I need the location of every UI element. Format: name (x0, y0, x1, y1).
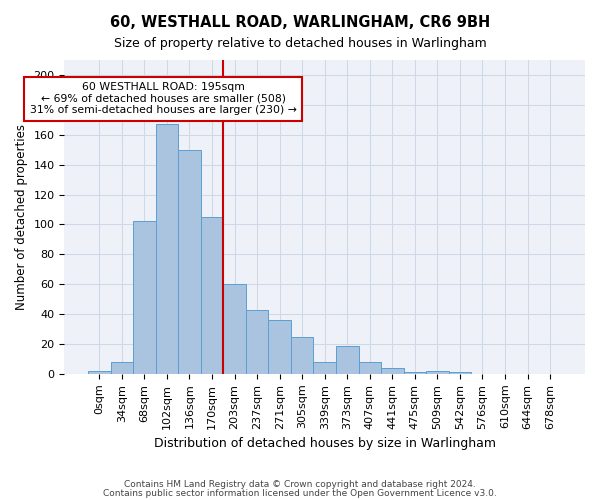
Text: Contains public sector information licensed under the Open Government Licence v3: Contains public sector information licen… (103, 488, 497, 498)
Bar (404, 372, 426, 374)
X-axis label: Distribution of detached houses by size in Warlingham: Distribution of detached houses by size … (154, 437, 496, 450)
Bar (155, 124, 178, 374)
Bar (110, 362, 133, 374)
Bar (426, 371, 449, 374)
Bar (178, 150, 201, 374)
Bar (88, 371, 110, 374)
Bar (291, 336, 313, 374)
Bar (336, 346, 359, 374)
Bar (313, 362, 336, 374)
Bar (268, 320, 291, 374)
Text: Size of property relative to detached houses in Warlingham: Size of property relative to detached ho… (113, 38, 487, 51)
Bar (246, 310, 268, 374)
Bar (133, 222, 155, 374)
Text: 60, WESTHALL ROAD, WARLINGHAM, CR6 9BH: 60, WESTHALL ROAD, WARLINGHAM, CR6 9BH (110, 15, 490, 30)
Y-axis label: Number of detached properties: Number of detached properties (15, 124, 28, 310)
Bar (223, 284, 246, 374)
Text: 60 WESTHALL ROAD: 195sqm
← 69% of detached houses are smaller (508)
31% of semi-: 60 WESTHALL ROAD: 195sqm ← 69% of detach… (30, 82, 297, 115)
Bar (201, 217, 223, 374)
Text: Contains HM Land Registry data © Crown copyright and database right 2024.: Contains HM Land Registry data © Crown c… (124, 480, 476, 489)
Bar (359, 362, 381, 374)
Bar (449, 372, 471, 374)
Bar (381, 368, 404, 374)
